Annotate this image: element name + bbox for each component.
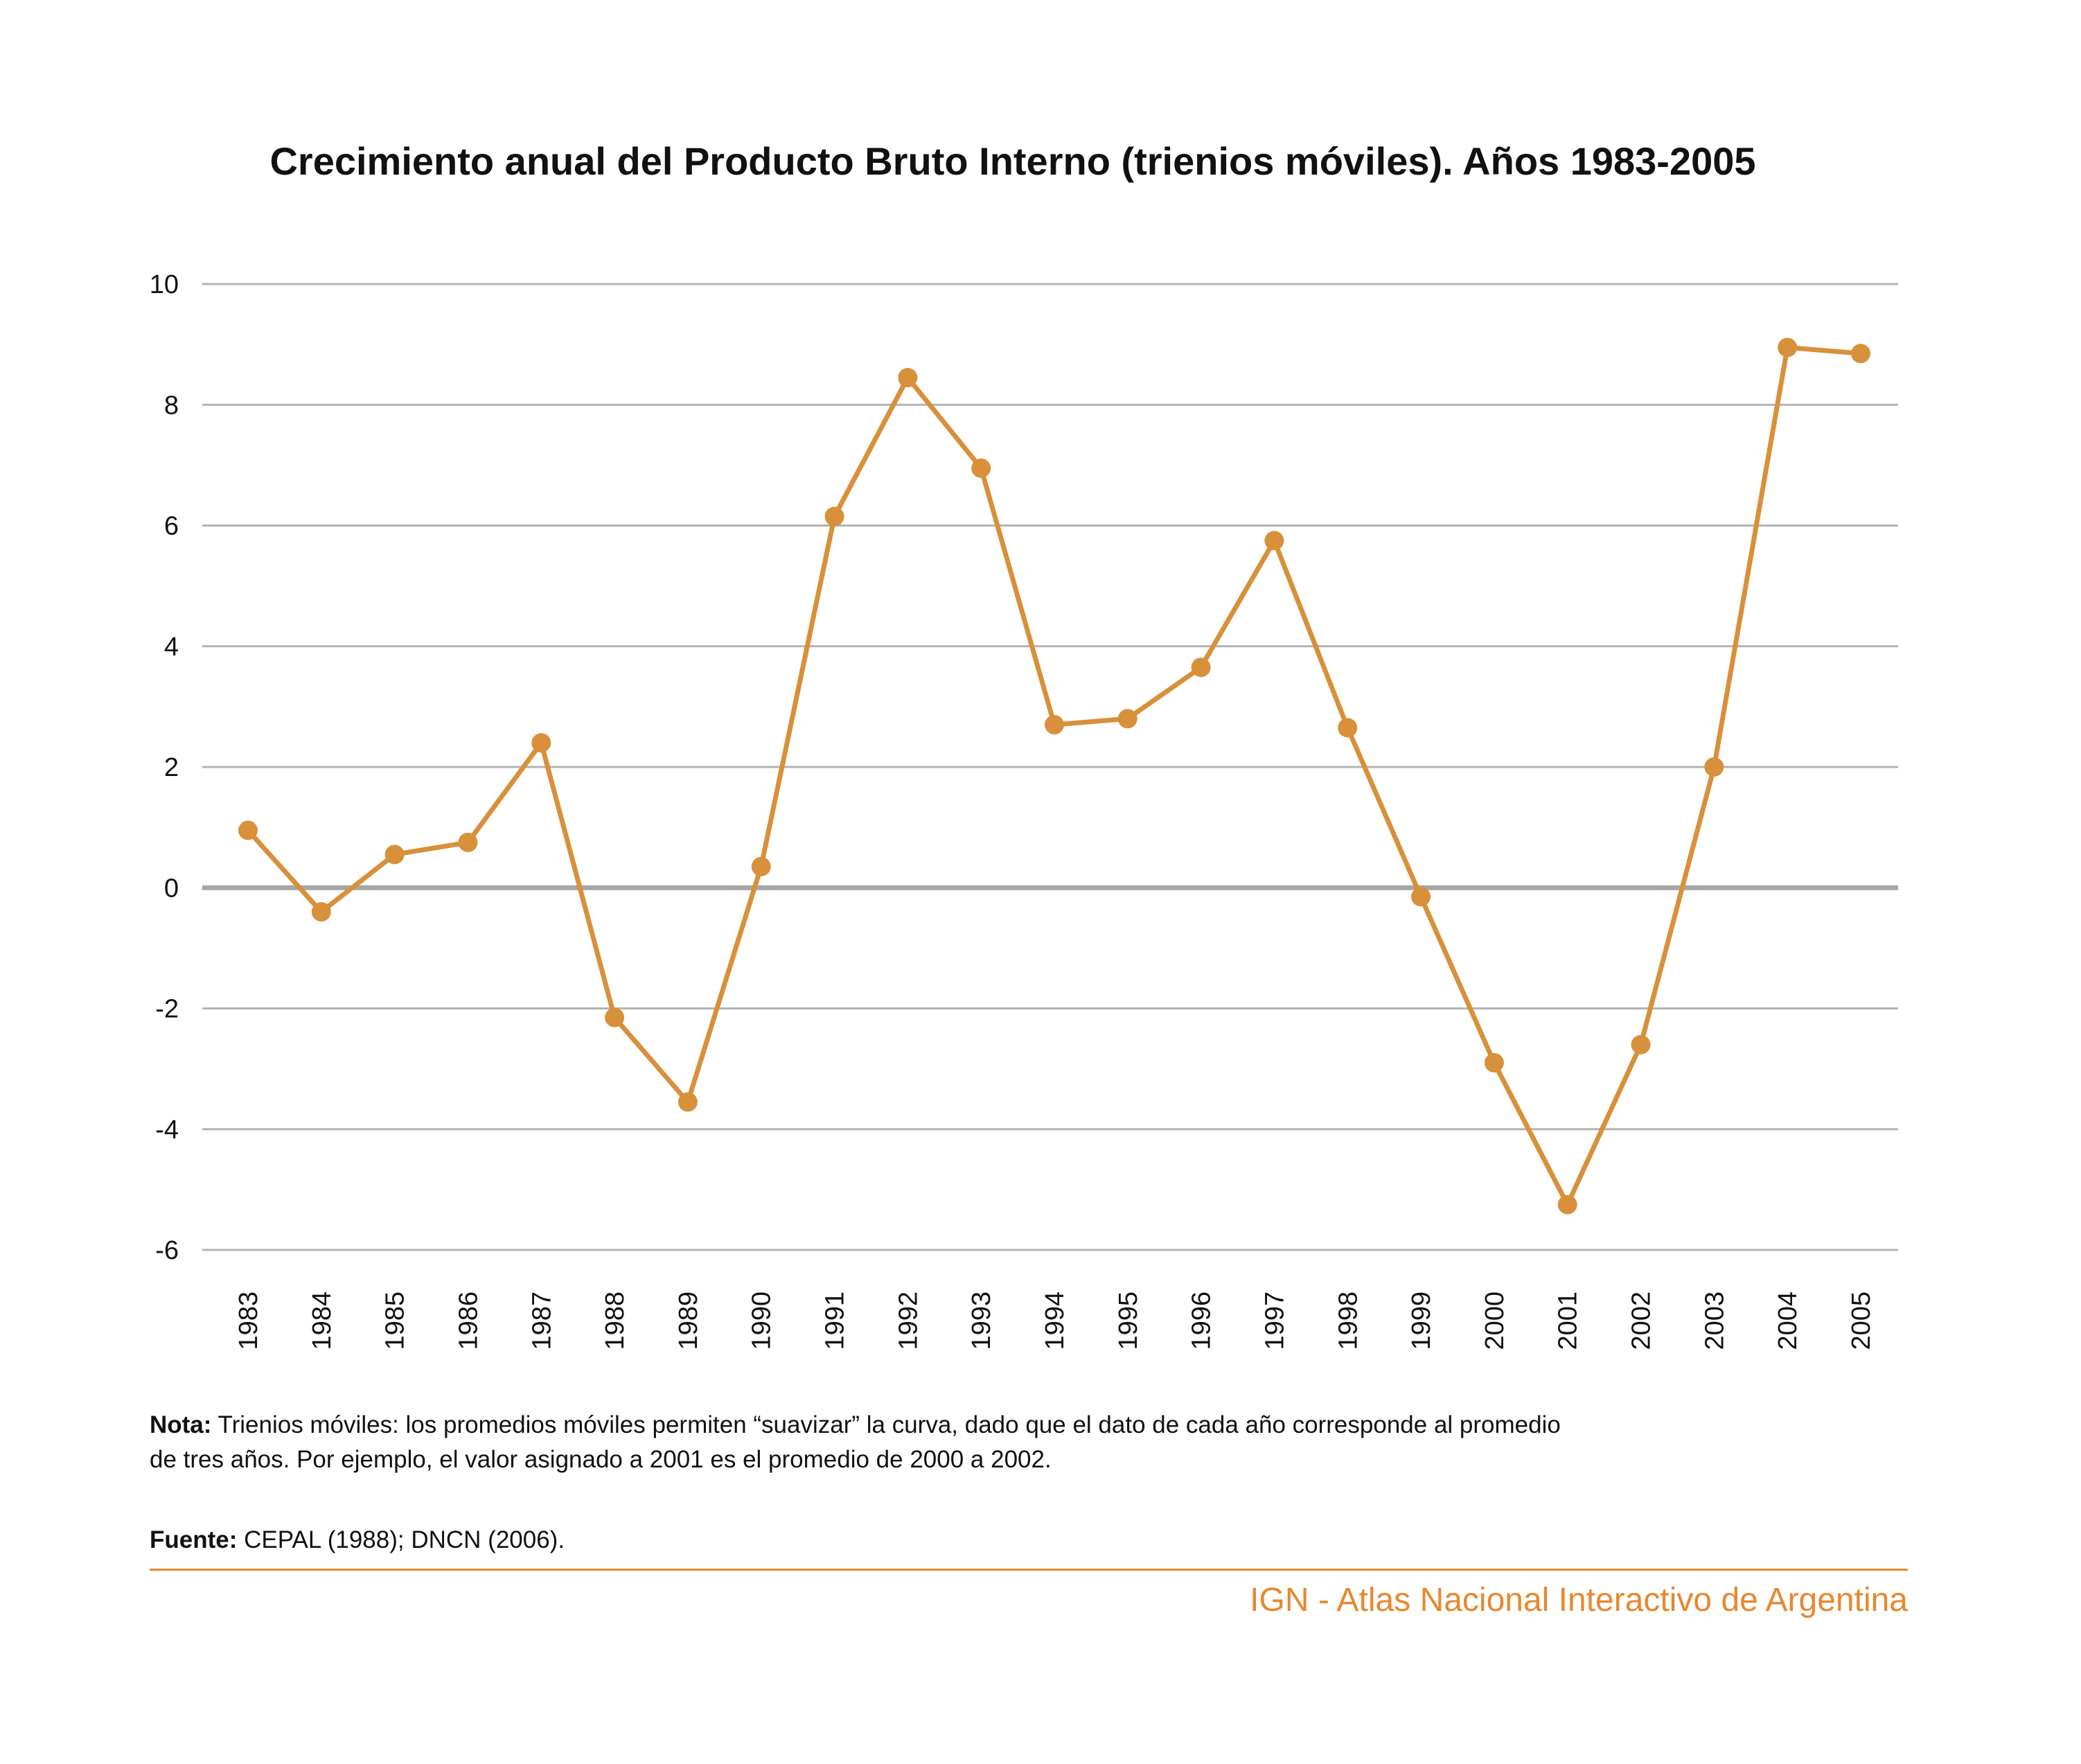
source: Fuente: CEPAL (1988); DNCN (2006). <box>150 1523 565 1558</box>
x-tick-label: 1995 <box>1114 1291 1143 1350</box>
y-tick-label: 0 <box>164 874 179 903</box>
x-tick-label: 2005 <box>1847 1291 1876 1350</box>
data-point <box>311 902 331 922</box>
data-point <box>1411 887 1431 907</box>
series-line <box>246 344 1861 1208</box>
data-point <box>238 820 258 840</box>
data-point <box>1557 1194 1577 1215</box>
y-tick-label: 6 <box>164 512 179 541</box>
data-point <box>458 832 478 852</box>
data-point <box>1045 715 1064 735</box>
data-point <box>1631 1034 1651 1055</box>
y-tick-label: -4 <box>155 1115 179 1145</box>
footer-credit: IGN - Atlas Nacional Interactivo de Arge… <box>1250 1582 1908 1619</box>
y-axis-tick-labels: 10 8 6 4 2 0 -2 -4 -6 <box>150 270 179 1265</box>
x-tick-label: 1984 <box>308 1291 337 1350</box>
x-tick-label: 1992 <box>894 1291 923 1350</box>
source-label: Fuente: <box>150 1526 238 1553</box>
data-points <box>238 337 1870 1215</box>
x-tick-label: 2004 <box>1773 1291 1803 1350</box>
data-point <box>1778 337 1798 358</box>
data-point <box>1851 344 1870 364</box>
x-tick-label: 1996 <box>1187 1291 1216 1350</box>
x-tick-label: 2002 <box>1627 1291 1656 1350</box>
x-tick-label: 1989 <box>674 1291 703 1350</box>
y-tick-label: 10 <box>150 270 179 299</box>
data-point <box>898 368 918 388</box>
x-tick-label: 1986 <box>454 1291 483 1350</box>
y-tick-label: 8 <box>164 391 179 420</box>
note: Nota: Trienios móviles: los promedios mó… <box>150 1408 1909 1477</box>
footer-divider <box>150 1569 1908 1571</box>
x-tick-label: 1990 <box>747 1291 777 1350</box>
data-point <box>1338 718 1358 738</box>
y-tick-label: 4 <box>164 633 179 662</box>
source-text: CEPAL (1988); DNCN (2006). <box>237 1526 565 1553</box>
x-tick-label: 1988 <box>601 1291 630 1350</box>
x-tick-label: 2001 <box>1554 1291 1583 1350</box>
note-text-line1: Trienios móviles: los promedios móviles … <box>211 1411 1561 1438</box>
gridlines <box>202 283 1898 1251</box>
data-point <box>531 733 551 753</box>
x-tick-label: 1998 <box>1334 1291 1363 1350</box>
chart-title: Crecimiento anual del Producto Bruto Int… <box>269 139 1756 183</box>
y-tick-label: -6 <box>155 1236 179 1265</box>
x-axis-tick-labels: 1983 1984 1985 1986 1987 1988 1989 1990 1991 1992… <box>234 1291 1876 1350</box>
data-point <box>1117 709 1137 729</box>
x-tick-label: 1997 <box>1260 1291 1289 1350</box>
data-point <box>824 506 844 527</box>
x-tick-label: 1993 <box>967 1291 996 1350</box>
x-tick-label: 1994 <box>1040 1291 1070 1350</box>
x-tick-label: 1983 <box>234 1291 263 1350</box>
data-point <box>971 458 991 478</box>
x-tick-label: 1987 <box>527 1291 556 1350</box>
x-tick-label: 2003 <box>1700 1291 1729 1350</box>
x-tick-label: 1991 <box>821 1291 850 1350</box>
data-point <box>1704 757 1724 777</box>
data-point <box>1264 531 1284 551</box>
data-point <box>678 1092 698 1112</box>
data-point <box>384 845 405 865</box>
x-tick-label: 2000 <box>1480 1291 1509 1350</box>
y-tick-label: 2 <box>164 753 179 782</box>
data-point <box>751 856 771 876</box>
x-tick-label: 1985 <box>381 1291 410 1350</box>
data-point <box>1484 1052 1504 1073</box>
note-label: Nota: <box>150 1411 212 1438</box>
y-tick-label: -2 <box>155 995 179 1024</box>
data-point <box>1191 658 1211 678</box>
note-text-line2: de tres años. Por ejemplo, el valor asig… <box>150 1446 1052 1473</box>
x-tick-label: 1999 <box>1407 1291 1436 1350</box>
data-point <box>605 1007 625 1027</box>
